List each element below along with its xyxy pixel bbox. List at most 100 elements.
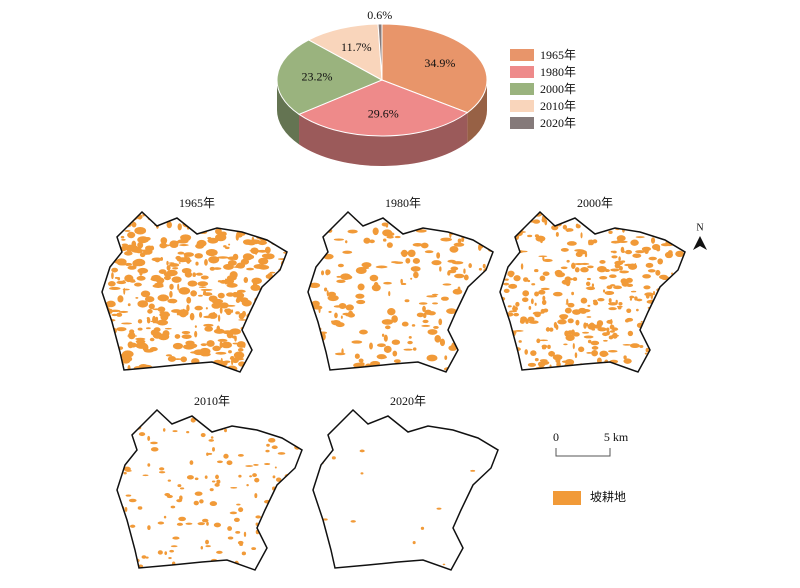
farmland-patch [647,212,658,216]
farmland-patch [284,264,287,269]
farmland-patch [622,217,626,220]
farmland-patch [616,305,623,308]
farmland-patch [490,301,493,304]
farmland-patch [115,228,119,231]
farmland-patch [102,359,105,363]
farmland-patch [240,218,243,223]
farmland-patch [591,349,598,357]
farmland-patch [608,335,614,340]
farmland-patch [125,494,132,497]
farmland-patch [137,327,143,331]
farmland-patch [301,511,302,516]
farmland-patch [328,310,332,313]
farmland-patch [325,269,331,275]
farmland-patch [433,325,439,329]
farmland-patch [204,326,214,332]
farmland-patch [215,233,227,242]
farmland-patch [673,351,682,357]
farmland-patch [137,319,143,324]
farmland-patch [264,566,272,570]
farmland-patch [205,307,208,310]
farmland-patch [193,500,199,506]
farmland-patch [255,249,258,255]
farmland-patch [595,369,602,372]
farmland-patch [641,212,651,214]
farmland-patch [411,324,416,327]
farmland-patch [597,327,607,332]
farmland-patch [534,302,537,306]
farmland-patch [293,410,296,412]
farmland-patch [264,227,270,235]
farmland-patch [483,274,491,279]
farmland-patch [434,223,443,227]
farmland-patch [236,224,246,232]
farmland-patch [327,295,339,302]
farmland-patch [609,330,615,333]
farmland-patch [477,481,481,485]
farmland-patch [102,342,111,349]
farmland-patch [478,361,485,367]
farmland-patch [386,235,394,239]
farmland-patch [237,540,244,545]
farmland-patch [652,366,658,371]
farmland-patch [674,356,685,360]
farmland-patch [176,499,183,503]
farmland-patch [266,443,270,447]
farmland-patch [372,227,379,236]
farmland-patch [521,297,529,303]
farmland-patch [274,430,278,434]
farmland-patch [530,298,534,305]
farmland-patch [534,268,539,273]
slice [307,23,383,81]
farmland-patch [208,365,214,367]
farmland-patch [226,331,234,339]
farmland-patch [415,229,427,233]
farmland-patch [124,230,131,232]
farmland-patch [504,278,509,281]
farmland-patch [541,346,547,350]
farmland-patch [142,474,149,477]
slice-side [277,80,300,145]
farmland-patch [447,271,451,276]
farmland-patch [408,335,412,339]
farmland-patch [224,308,230,313]
farmland-patch [500,333,504,338]
farmland-patch [336,275,342,278]
farmland-patch [217,314,221,322]
farmland-patch [504,312,514,317]
farmland-patch [505,328,510,336]
farmland-patch [254,493,258,499]
farmland-patch [279,222,284,225]
farmland-patch [219,306,223,314]
farmland-patch [116,312,123,317]
farmland-patch [228,350,232,354]
farmland-patch [351,340,363,344]
farmland-patch [243,276,249,283]
farmland-patch [249,475,253,478]
farmland-patch [292,495,297,499]
farmland-patch [207,237,219,244]
farmland-patch [440,296,449,301]
farmland-patch [455,368,459,372]
farmland-patch [130,560,137,565]
map-title: 1980年 [385,196,421,210]
farmland-patch [209,214,221,221]
farmland-patch [574,249,585,252]
farmland-patch [252,320,260,324]
farmland-patch [369,239,375,244]
farmland-patch [439,338,446,347]
farmland-patch [680,271,685,275]
farmland-patch [643,285,651,290]
farmland-patch [149,346,158,352]
farmland-patch [264,563,273,566]
farmland-patch [112,212,121,214]
farmland-patch [586,286,596,291]
farmland-patch [262,347,274,356]
farmland-patch [583,335,594,339]
farmland-patch [209,501,218,507]
farmland-patch [478,267,482,271]
farmland-patch [118,566,127,570]
farmland-patch [332,370,337,372]
farmland-patch [472,294,478,299]
scale-end: 5 km [604,430,629,444]
